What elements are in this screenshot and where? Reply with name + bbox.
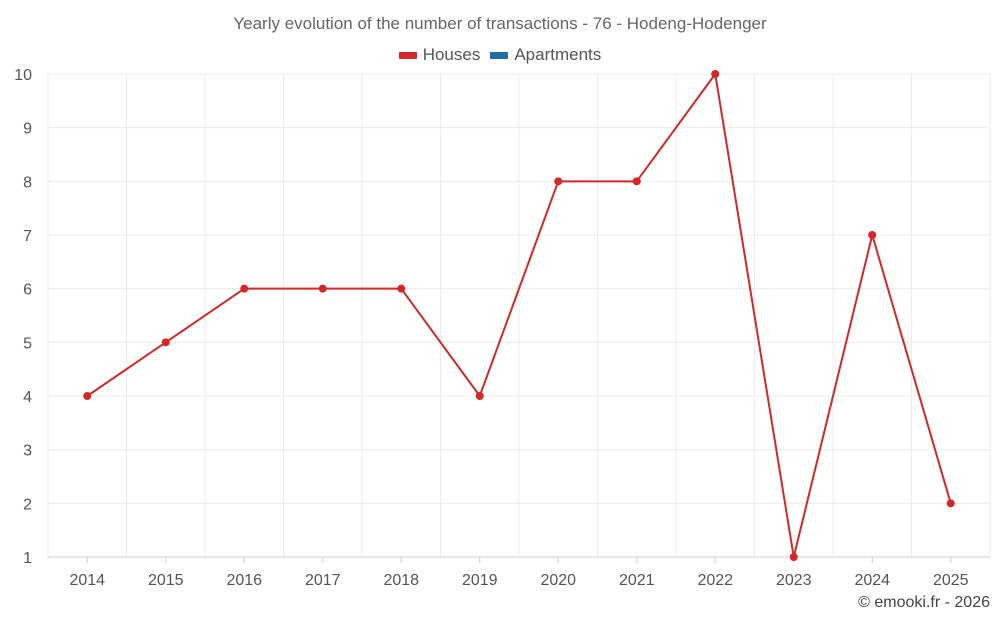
x-tick-label: 2014 [69, 572, 105, 589]
y-tick-label: 3 [23, 443, 32, 460]
data-point-houses [240, 284, 249, 293]
data-point-houses [789, 553, 798, 561]
legend-item-houses[interactable]: Houses [398, 45, 481, 65]
legend-label-apartments: Apartments [514, 45, 602, 64]
series-line-houses [86, 73, 952, 558]
x-tick-label: 2023 [776, 572, 812, 589]
data-point-houses [475, 392, 484, 400]
data-point-houses [161, 338, 170, 347]
y-tick-label: 4 [23, 389, 32, 406]
y-tick-label: 6 [23, 282, 32, 299]
x-tick-label: 2025 [933, 572, 969, 589]
x-tick-label: 2015 [148, 572, 184, 589]
x-tick-label: 2017 [305, 572, 341, 589]
legend: Houses Apartments [0, 45, 1000, 65]
y-tick-label: 7 [23, 228, 32, 245]
x-tick-label: 2020 [540, 572, 576, 589]
legend-swatch-houses [398, 51, 417, 59]
data-point-houses [632, 177, 641, 186]
y-tick-label: 9 [23, 121, 32, 138]
data-point-houses [397, 284, 406, 293]
legend-label-houses: Houses [422, 45, 481, 64]
legend-swatch-apartments [490, 51, 509, 59]
x-tick-label: 2022 [697, 572, 733, 589]
x-tick-label: 2024 [854, 572, 890, 589]
x-tick-label: 2021 [619, 572, 655, 589]
x-tick-label: 2018 [383, 572, 419, 589]
x-tick-label: 2019 [462, 572, 498, 589]
data-point-houses [554, 177, 563, 186]
y-tick-label: 2 [23, 496, 32, 513]
data-point-houses [868, 231, 877, 239]
y-tick-label: 10 [14, 67, 32, 84]
chart-title: Yearly evolution of the number of transa… [233, 14, 767, 33]
data-point-houses [946, 499, 955, 508]
data-point-houses [711, 70, 720, 78]
x-tick-label: 2016 [226, 572, 262, 589]
y-tick-label: 8 [23, 174, 32, 191]
credit-text: © emooki.fr - 2026 [858, 594, 990, 611]
data-point-houses [318, 284, 327, 293]
y-tick-label: 1 [23, 550, 32, 567]
y-tick-label: 5 [23, 335, 32, 352]
data-point-houses [83, 392, 92, 400]
legend-item-apartments[interactable]: Apartments [490, 45, 601, 65]
